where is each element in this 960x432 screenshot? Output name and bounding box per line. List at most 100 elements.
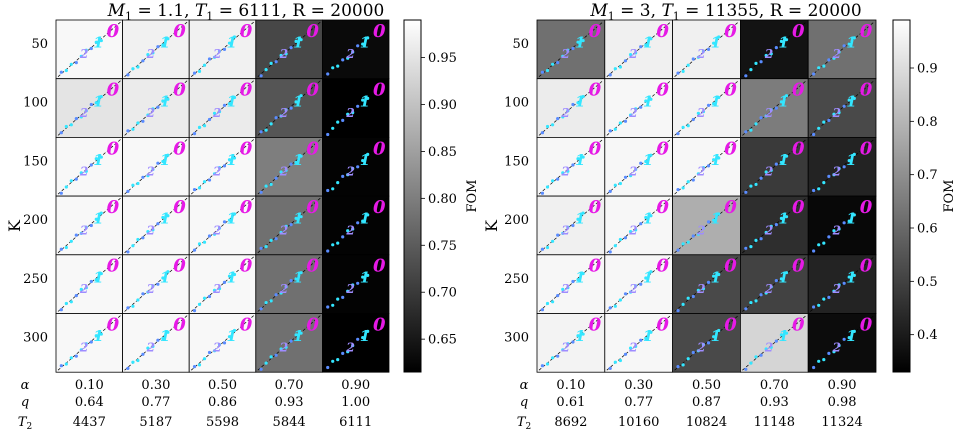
- scatter-point: [784, 215, 789, 219]
- param-alpha-value: 0.50: [208, 378, 237, 393]
- scatter-point: [284, 52, 288, 56]
- heatmap-cell: 210: [321, 195, 390, 256]
- scatter-point: [366, 329, 370, 333]
- scatter-point: [166, 153, 170, 157]
- digit-marker: 1: [778, 268, 788, 286]
- digit-marker: 2: [560, 106, 569, 120]
- digit-marker: 1: [711, 327, 721, 345]
- scatter-point: [294, 100, 298, 104]
- scatter-point: [545, 124, 550, 129]
- scatter-point: [197, 186, 202, 190]
- digit-marker: 0: [589, 314, 602, 335]
- scatter-point: [837, 50, 841, 54]
- scatter-point: [274, 237, 278, 241]
- colorbar-tick-label: 0.65: [428, 333, 457, 348]
- scatter-point: [264, 68, 268, 72]
- scatter-point: [289, 162, 293, 166]
- scatter-point: [817, 66, 821, 70]
- digit-marker: 1: [293, 92, 303, 110]
- digit-marker: 1: [778, 151, 788, 169]
- scatter-point: [681, 242, 685, 246]
- scatter-point: [361, 42, 365, 46]
- scatter-point: [706, 47, 711, 51]
- scatter-point: [676, 365, 680, 369]
- heatmap-cell: 210: [807, 19, 877, 80]
- scatter-point: [346, 56, 350, 60]
- scatter-point: [126, 73, 130, 77]
- scatter-point: [84, 225, 88, 229]
- scatter-point: [69, 123, 73, 127]
- scatter-point: [817, 187, 821, 191]
- digit-marker: 0: [240, 314, 253, 335]
- scatter-point: [749, 184, 753, 188]
- scatter-point: [749, 301, 753, 305]
- digit-marker: 0: [107, 314, 120, 335]
- digit-marker: 0: [724, 21, 737, 42]
- scatter-point: [706, 103, 711, 107]
- scatter-point: [207, 350, 212, 355]
- identity-line: [674, 80, 739, 136]
- scatter-point: [331, 243, 335, 247]
- scatter-point: [717, 95, 721, 100]
- digit-marker: 1: [160, 34, 170, 52]
- scatter-point: [842, 104, 846, 108]
- heatmap-cell: 210: [604, 313, 673, 373]
- scatter-point: [212, 172, 217, 176]
- scatter-point: [269, 238, 273, 242]
- scatter-point: [540, 131, 545, 135]
- scatter-point: [94, 334, 98, 338]
- digit-marker: 0: [589, 80, 602, 101]
- scatter-point: [676, 248, 680, 252]
- scatter-point: [202, 180, 207, 184]
- scatter-point: [649, 330, 653, 334]
- scatter-point: [141, 175, 145, 179]
- scatter-point: [227, 335, 232, 339]
- y-tick-label: 300: [23, 331, 48, 346]
- digit-marker: 1: [778, 92, 788, 110]
- identity-line: [124, 315, 188, 371]
- digit-marker: 1: [93, 151, 103, 169]
- heatmap-cell: 210: [536, 313, 606, 373]
- scatter-point: [749, 361, 753, 365]
- scatter-point: [852, 329, 856, 333]
- scatter-point: [84, 109, 88, 113]
- scatter-point: [613, 127, 617, 131]
- scatter-point: [842, 337, 846, 341]
- scatter-point: [812, 365, 816, 370]
- digit-marker: 2: [764, 47, 773, 61]
- scatter-point: [284, 108, 288, 112]
- colorbar-tick-label: 0.70: [428, 286, 457, 301]
- scatter-point: [681, 125, 685, 130]
- digit-marker: 0: [860, 314, 873, 335]
- scatter-point: [207, 57, 212, 61]
- scatter-point: [712, 274, 716, 278]
- scatter-point: [99, 38, 103, 43]
- heatmap-cell: 210: [122, 136, 190, 197]
- digit-marker: 0: [173, 256, 186, 277]
- scatter-point: [696, 349, 700, 353]
- scatter-point: [89, 102, 93, 107]
- scatter-point: [545, 362, 550, 366]
- scatter-point: [550, 239, 555, 243]
- param-q-value: 0.93: [760, 395, 789, 410]
- digit-marker: 1: [778, 327, 788, 345]
- scatter-point: [852, 96, 856, 100]
- heatmap-cell: 210: [740, 19, 809, 80]
- digit-marker: 0: [589, 256, 602, 277]
- scatter-point: [326, 188, 330, 193]
- y-tick-label: 50: [512, 37, 529, 52]
- scatter-point: [341, 351, 345, 355]
- identity-line: [742, 21, 807, 77]
- scatter-point: [571, 223, 575, 228]
- heatmap-cell: 210: [604, 136, 673, 197]
- scatter-point: [192, 365, 197, 369]
- digit-marker: 0: [173, 138, 186, 159]
- digit-marker: 2: [696, 282, 705, 296]
- scatter-point: [259, 130, 263, 134]
- scatter-point: [59, 247, 63, 251]
- scatter-point: [161, 215, 165, 220]
- identity-line: [57, 315, 121, 371]
- digit-marker: 2: [79, 47, 88, 61]
- scatter-point: [141, 352, 145, 356]
- digit-marker: 2: [146, 341, 155, 355]
